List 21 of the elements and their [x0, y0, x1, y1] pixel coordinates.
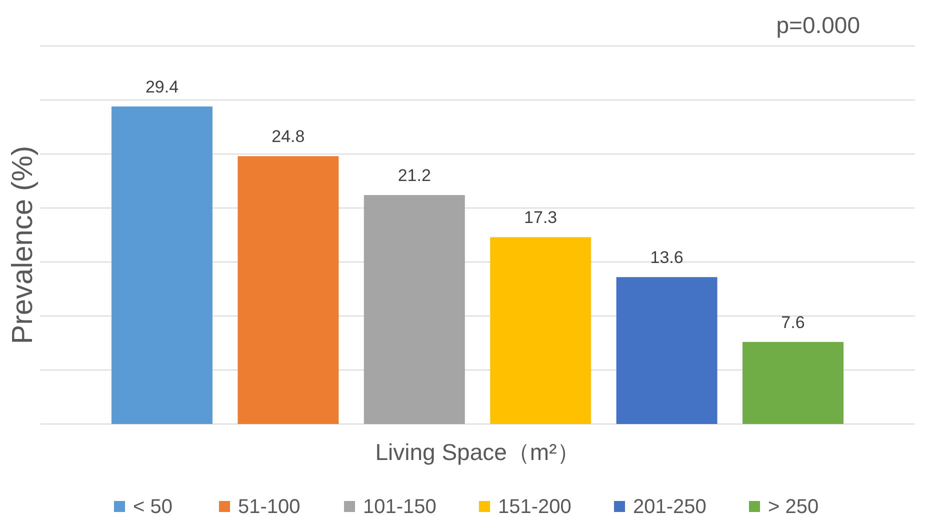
data-label: 24.8: [272, 127, 305, 146]
data-label: 21.2: [398, 166, 431, 186]
text: p=0.000: [776, 12, 860, 38]
legend-label: 201-250: [633, 496, 706, 518]
data-label: 7.6: [781, 312, 805, 332]
legend-label: > 250: [768, 496, 819, 518]
legend-label: 101-150: [363, 496, 436, 518]
legend-label: < 50: [133, 496, 172, 518]
bar: [112, 106, 212, 424]
bar: [238, 156, 339, 424]
bar: [616, 277, 718, 424]
data-label: 13.6: [650, 248, 684, 268]
y-axis-title: Prevalence (%): [7, 146, 39, 344]
x-axis-title: Living Space（m²）: [375, 439, 580, 465]
data-label: 17.3: [524, 208, 558, 228]
bar: [364, 195, 465, 424]
bar: [742, 342, 844, 424]
data-label: 29.4: [145, 77, 179, 96]
legend-label: 151-200: [498, 496, 572, 518]
bar: [490, 237, 592, 424]
legend-label: 51-100: [238, 496, 300, 518]
